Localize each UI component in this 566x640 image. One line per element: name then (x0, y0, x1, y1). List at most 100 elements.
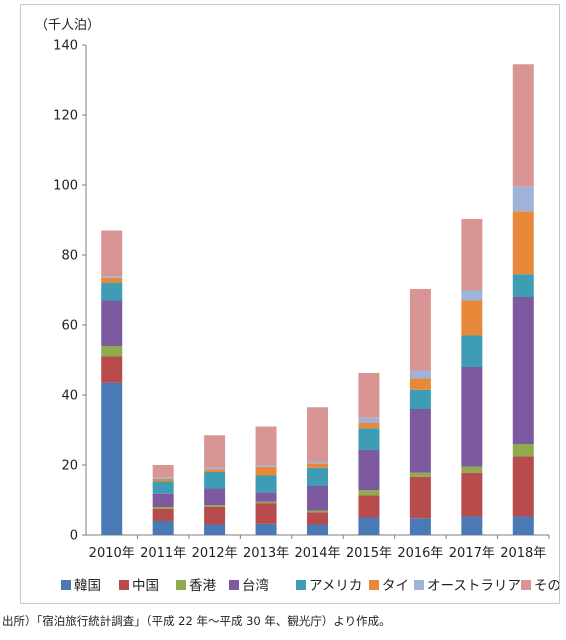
bar-segment-2-6 (152, 479, 174, 482)
bar-segment-3-2 (204, 507, 226, 525)
bar-segment-7-4 (409, 409, 431, 473)
bar-segment-6-5 (358, 428, 380, 450)
bar-segment-4-5 (255, 475, 277, 493)
bar-segment-8-7 (461, 290, 483, 301)
stacked-bar-chart: （千人泊） 0 20 40 60 80 100 120 140 2010年 2011年 2012年 20… (35, 18, 559, 594)
legend-swatch (176, 580, 186, 590)
bar-segment-4-3 (255, 501, 277, 504)
legend-swatch (61, 580, 71, 590)
bar-segment-5-6 (307, 463, 328, 468)
legend-label: 台湾 (242, 577, 269, 594)
bar-segment-6-1 (358, 517, 380, 535)
bar-segment-4-1 (255, 523, 277, 535)
bar-segment-7-6 (409, 378, 431, 390)
bar-segment-8-3 (461, 466, 483, 473)
legend-swatch (119, 580, 129, 590)
y-tick-label: 20 (61, 459, 78, 474)
x-tick-label: 2015年 (346, 546, 392, 561)
legend-swatch (521, 580, 531, 590)
bar-segment-6-4 (358, 449, 380, 491)
bar-segment-9-4 (512, 297, 534, 444)
bar-segment-9-1 (512, 516, 534, 535)
bar-segment-3-4 (204, 488, 226, 506)
bar-segment-3-5 (204, 472, 226, 489)
bar-segment-8-1 (461, 516, 483, 535)
legend-label: オーストラリア (427, 578, 521, 594)
bar-segment-7-3 (409, 472, 431, 477)
bar-segment-5-2 (307, 512, 328, 525)
bar-segment-4-7 (255, 465, 277, 467)
bar-segment-1-8 (101, 230, 123, 276)
x-tick-label: 2016年 (397, 546, 443, 561)
legend-label: 韓国 (74, 578, 101, 594)
legend-label: 香港 (189, 578, 216, 594)
bar-segment-1-1 (101, 382, 123, 535)
y-tick-label: 100 (53, 179, 78, 194)
bar-segment-1-5 (101, 283, 123, 301)
bar-segment-3-1 (204, 524, 226, 535)
bar-segment-9-6 (512, 211, 534, 275)
bar-segment-7-1 (409, 518, 431, 535)
y-tick-label: 60 (61, 319, 78, 334)
y-tick-label: 120 (53, 109, 78, 124)
bar-segment-1-6 (101, 277, 123, 283)
bar-segment-3-3 (204, 505, 226, 507)
x-tick-label: 2018年 (500, 546, 546, 561)
legend-swatch (296, 580, 306, 590)
bar-segment-5-4 (307, 486, 328, 511)
bar-segment-5-5 (307, 467, 328, 486)
bar-segment-1-3 (101, 346, 123, 357)
y-tick-label: 80 (61, 249, 78, 264)
x-tick-label: 2012年 (192, 546, 238, 561)
bar-segment-2-1 (152, 521, 174, 535)
legend-swatch (229, 580, 239, 590)
bar-segment-3-7 (204, 467, 226, 470)
bar-segment-6-3 (358, 490, 380, 496)
y-tick-label: 0 (70, 529, 78, 544)
legend-swatch (369, 580, 379, 590)
bar-segment-4-6 (255, 466, 277, 476)
bar-segment-8-8 (461, 218, 483, 290)
x-tick-label: 2013年 (243, 546, 289, 561)
bar-segment-7-8 (409, 288, 431, 371)
bar-segment-8-5 (461, 335, 483, 367)
chart-frame: （千人泊） 0 20 40 60 80 100 120 140 2010年 2011年 2012年 20… (20, 4, 560, 604)
bar-segment-2-3 (152, 507, 174, 509)
x-tick-label: 2017年 (449, 546, 495, 561)
x-tick-label: 2014年 (294, 546, 340, 561)
bar-segment-2-5 (152, 481, 174, 494)
bar-segment-1-2 (101, 356, 123, 383)
bar-segment-1-7 (101, 276, 123, 278)
bar-segment-7-7 (409, 370, 431, 379)
y-unit-label: （千人泊） (35, 18, 100, 33)
bar-segment-7-5 (409, 389, 431, 409)
legend-label: 中国 (132, 578, 159, 594)
bar-segment-8-4 (461, 367, 483, 467)
bar-segment-9-2 (512, 456, 534, 517)
bar-segment-2-4 (152, 493, 174, 507)
bar-segment-5-8 (307, 407, 328, 462)
bar-segment-6-6 (358, 423, 380, 429)
bar-segment-3-8 (204, 435, 226, 468)
bar-segment-3-6 (204, 469, 226, 472)
bar-segment-4-8 (255, 426, 277, 465)
bar-segment-6-2 (358, 495, 380, 518)
legend-label: タイ (382, 578, 409, 594)
bar-segment-5-7 (307, 461, 328, 464)
legend-swatch (414, 580, 424, 590)
y-tick-label: 140 (53, 39, 78, 54)
source-note: 出所）「宿泊旅行統計調査」（平成 22 年～平成 30 年、観光庁）より作成。 (2, 614, 391, 628)
bar-segment-8-2 (461, 472, 483, 517)
bar-segment-5-1 (307, 524, 328, 535)
bar-segment-5-3 (307, 510, 328, 513)
x-tick-label: 2010年 (89, 546, 135, 561)
legend-label: アメリカ (309, 578, 362, 594)
bar-segment-4-4 (255, 492, 277, 502)
bar-segment-8-6 (461, 300, 483, 336)
bar-segment-2-7 (152, 477, 174, 479)
bar-segment-9-5 (512, 274, 534, 297)
bar-segment-4-2 (255, 503, 277, 524)
bar-segment-1-4 (101, 300, 123, 346)
legend-label: その他 (534, 578, 559, 594)
bar-segment-6-7 (358, 417, 380, 423)
